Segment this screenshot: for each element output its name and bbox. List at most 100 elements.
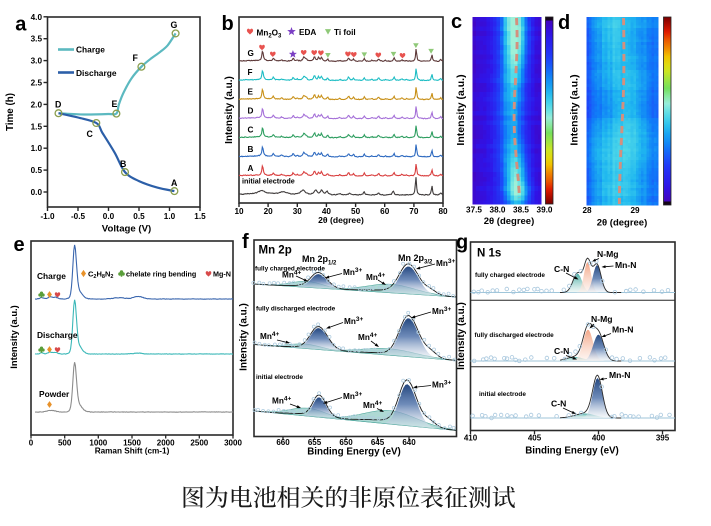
svg-text:40: 40 — [322, 207, 332, 216]
svg-text:650: 650 — [339, 438, 353, 447]
svg-text:d: d — [558, 12, 570, 34]
svg-text:38.5: 38.5 — [513, 206, 529, 215]
svg-text:Mn3+: Mn3+ — [436, 258, 455, 268]
svg-text:Mn4+: Mn4+ — [282, 270, 301, 280]
svg-text:70: 70 — [409, 207, 419, 216]
svg-text:39.0: 39.0 — [537, 206, 553, 215]
svg-text:29: 29 — [630, 206, 640, 215]
svg-text:chelate ring bending: chelate ring bending — [126, 270, 196, 279]
svg-text:A: A — [171, 178, 178, 188]
svg-text:2.0: 2.0 — [31, 100, 43, 109]
svg-text:f: f — [242, 231, 249, 253]
svg-text:C: C — [248, 126, 254, 135]
svg-text:F: F — [133, 53, 139, 63]
svg-text:Mn4+: Mn4+ — [366, 272, 385, 282]
svg-text:Intensity (a.u.): Intensity (a.u.) — [8, 305, 19, 369]
svg-text:Intensity (a.u.): Intensity (a.u.) — [456, 302, 467, 370]
svg-text:Mn3+: Mn3+ — [343, 391, 362, 401]
svg-text:initial electrode: initial electrode — [242, 177, 295, 186]
svg-text:1500: 1500 — [123, 439, 141, 448]
svg-text:Intensity (a.u.): Intensity (a.u.) — [455, 74, 467, 145]
svg-text:640: 640 — [402, 438, 416, 447]
svg-text:C-N: C-N — [554, 346, 569, 356]
svg-text:80: 80 — [438, 207, 448, 216]
svg-text:N-Mg: N-Mg — [591, 314, 612, 324]
svg-text:b: b — [222, 13, 234, 35]
svg-text:Mn3+: Mn3+ — [432, 306, 451, 316]
svg-text:F: F — [248, 68, 253, 77]
svg-text:0.5: 0.5 — [31, 166, 43, 175]
svg-text:N-Mg: N-Mg — [597, 249, 618, 259]
svg-text:2θ (degree): 2θ (degree) — [597, 218, 648, 229]
svg-text:0.0: 0.0 — [31, 188, 43, 197]
svg-text:Charge: Charge — [76, 45, 105, 55]
svg-text:2θ (degree): 2θ (degree) — [318, 215, 364, 225]
svg-text:Charge: Charge — [37, 271, 66, 281]
svg-text:Ti foil: Ti foil — [334, 28, 356, 37]
svg-text:4.0: 4.0 — [31, 13, 43, 22]
svg-text:Mn 2p: Mn 2p — [259, 245, 292, 257]
svg-text:fully discharged electrode: fully discharged electrode — [256, 306, 336, 313]
svg-text:2500: 2500 — [190, 439, 208, 448]
svg-text:1.5: 1.5 — [194, 212, 206, 221]
svg-text:0: 0 — [29, 439, 34, 448]
svg-text:Mn-N: Mn-N — [615, 260, 636, 270]
svg-text:3.5: 3.5 — [31, 35, 43, 44]
svg-text:C2H8N2: C2H8N2 — [88, 270, 113, 281]
svg-text:Raman Shift (cm-1): Raman Shift (cm-1) — [95, 447, 170, 456]
svg-text:initial electrode: initial electrode — [256, 374, 303, 381]
svg-text:645: 645 — [371, 438, 385, 447]
svg-text:fully charged electrode: fully charged electrode — [475, 272, 545, 279]
svg-text:Binding Energy (eV): Binding Energy (eV) — [525, 446, 619, 457]
svg-text:c: c — [451, 11, 462, 33]
svg-text:1.0: 1.0 — [164, 212, 176, 221]
svg-text:G: G — [171, 20, 178, 30]
svg-text:Mn3+: Mn3+ — [432, 380, 451, 390]
svg-text:655: 655 — [308, 438, 322, 447]
svg-text:410: 410 — [464, 434, 478, 443]
svg-text:Mn4+: Mn4+ — [363, 400, 382, 410]
svg-text:2.5: 2.5 — [31, 79, 43, 88]
svg-text:g: g — [456, 231, 468, 253]
svg-text:EDA: EDA — [299, 28, 316, 37]
svg-text:B: B — [120, 159, 126, 169]
svg-text:Mn4+: Mn4+ — [272, 396, 291, 406]
svg-text:Binding Energy (eV): Binding Energy (eV) — [307, 447, 401, 458]
svg-text:Mn3+: Mn3+ — [343, 267, 362, 277]
svg-text:38.0: 38.0 — [490, 206, 506, 215]
svg-text:1000: 1000 — [89, 439, 107, 448]
svg-text:3000: 3000 — [224, 439, 242, 448]
svg-text:20: 20 — [264, 207, 274, 216]
svg-text:C: C — [87, 129, 94, 139]
svg-text:28: 28 — [582, 206, 592, 215]
svg-text:a: a — [15, 13, 27, 35]
svg-text:A: A — [248, 164, 254, 173]
svg-text:initial electrode: initial electrode — [479, 391, 526, 398]
svg-text:1.0: 1.0 — [31, 144, 43, 153]
svg-text:500: 500 — [58, 439, 72, 448]
svg-text:Mn2O3: Mn2O3 — [257, 29, 283, 40]
svg-text:400: 400 — [592, 434, 606, 443]
svg-text:37.5: 37.5 — [466, 206, 482, 215]
svg-text:B: B — [248, 145, 254, 154]
svg-text:Powder: Powder — [39, 389, 70, 399]
svg-text:Mg-N: Mg-N — [213, 270, 231, 279]
svg-text:Intensity (a.u.): Intensity (a.u.) — [239, 303, 250, 371]
svg-text:E: E — [248, 88, 254, 97]
svg-text:Time (h): Time (h) — [5, 93, 16, 131]
svg-text:D: D — [248, 107, 254, 116]
svg-text:Mn4+: Mn4+ — [358, 332, 377, 342]
svg-text:D: D — [55, 100, 61, 110]
svg-text:N 1s: N 1s — [477, 248, 501, 260]
svg-text:fully discharged electrode: fully discharged electrode — [475, 332, 555, 339]
svg-text:C-N: C-N — [554, 264, 569, 274]
svg-text:fully charged electrode: fully charged electrode — [255, 266, 325, 273]
svg-text:395: 395 — [656, 434, 670, 443]
svg-text:Voltage (V): Voltage (V) — [102, 224, 151, 235]
svg-text:50: 50 — [351, 207, 361, 216]
svg-text:10: 10 — [234, 207, 244, 216]
svg-text:Mn3+: Mn3+ — [344, 316, 363, 326]
svg-text:2000: 2000 — [157, 439, 175, 448]
svg-text:0.0: 0.0 — [103, 212, 115, 221]
svg-text:-1.0: -1.0 — [40, 212, 55, 221]
